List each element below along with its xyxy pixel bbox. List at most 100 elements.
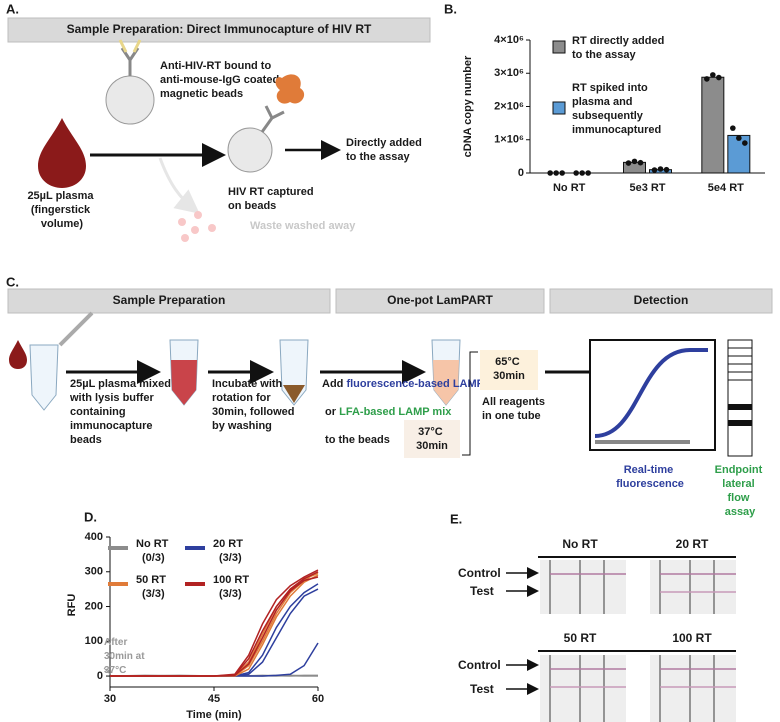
one-tube-text: All reagents in one tube [482, 396, 548, 422]
group-title: 100 RT [672, 631, 712, 645]
y-tick-label: 2×10⁶ [494, 100, 524, 112]
x-tick-label: No RT [553, 182, 586, 194]
legend-result: (3/3) [142, 588, 165, 600]
plasma-text: 25µL plasma (fingerstick volume) [27, 190, 96, 230]
header-bar [7, 288, 331, 314]
group-title: No RT [562, 537, 598, 551]
y-tick-label: 300 [85, 566, 103, 578]
tube-liquid [171, 360, 197, 405]
x-tick-label: 5e3 RT [629, 182, 665, 194]
step-text-part: to the beads [322, 434, 390, 446]
header: Sample Preparation [113, 293, 226, 307]
waste-arrow [158, 157, 200, 214]
legend-label: RT spiked into plasma and subsequently i… [572, 82, 661, 136]
panel-c: C. Sample Preparation One-pot LamPART De… [6, 274, 773, 518]
step-text-part: fluorescence-based LAMP mix [346, 378, 506, 390]
panel-a: A. Sample Preparation: Direct Immunocapt… [6, 1, 431, 242]
y-tick-label: 1×10⁶ [494, 134, 524, 146]
legend-label: RT directly added to the assay [572, 35, 667, 61]
panel-b: B. cDNA copy number 0 1×10⁶ 2×10⁶ 3×10⁶ 4×10⁶ N… [444, 1, 765, 194]
replicate-dot [704, 76, 710, 82]
x-tick-label: 30 [104, 693, 116, 705]
x-tick-label: 45 [208, 693, 220, 705]
panel-d: D. RFU Time (min) 0 100 200 300 400 30 45 60 No RT (… [66, 509, 324, 720]
control-label: Control [458, 566, 501, 580]
x-axis-label: Time (min) [186, 709, 242, 721]
header: Sample Preparation: Direct Immunocapture… [67, 22, 372, 36]
replicate-dot [553, 170, 559, 176]
replicate-dot [742, 140, 748, 146]
replicate-dot [663, 166, 670, 173]
strip-photo [540, 560, 626, 614]
strip-band [728, 404, 752, 410]
bead [105, 75, 155, 125]
replicate-dot [631, 158, 638, 165]
bar [701, 76, 725, 174]
antibody-text: Anti-HIV-RT bound to anti-mouse-IgG coat… [160, 60, 282, 100]
curve [594, 348, 708, 438]
panel-e: E. No RT 20 RT 50 RT 100 RT Control Test… [450, 511, 736, 722]
panel-label: B. [444, 1, 457, 16]
replicate-dot [710, 72, 716, 78]
blood-drop [9, 340, 27, 369]
panel-label: E. [450, 511, 462, 526]
temp-text: 65°C 30min [493, 356, 525, 382]
step-text-part: LFA-based LAMP mix [339, 406, 452, 418]
replicate-dot [736, 135, 742, 141]
test-label: Test [470, 682, 494, 696]
replicate-dot [585, 170, 591, 176]
replicate-dot [625, 160, 632, 166]
temp-box [480, 350, 538, 390]
run-line [110, 576, 319, 677]
temp-box [404, 420, 460, 458]
added-text: Directly added to the assay [346, 137, 425, 163]
legend-swatch [552, 40, 566, 54]
antibody [120, 47, 140, 76]
replicate-dot [579, 170, 585, 176]
control-label: Control [458, 658, 501, 672]
pipette [58, 311, 94, 347]
strip-photo [650, 560, 736, 614]
waste-dots [178, 211, 216, 242]
group-title: 20 RT [676, 537, 709, 551]
header-bar [7, 17, 431, 43]
endpoint-text: Endpoint lateral flow assay [715, 464, 766, 518]
step-text: Add fluorescence-based LAMP mix or LFA-b… [322, 378, 507, 446]
replicate-dot [657, 166, 664, 172]
legend-label: 100 RT [213, 574, 249, 586]
strip-lines [728, 347, 752, 381]
y-axis-label: cDNA copy number [462, 55, 474, 157]
tube-liquid [433, 360, 459, 405]
legend-result: (3/3) [219, 588, 242, 600]
test-label: Test [470, 584, 494, 598]
step-text: Incubate with rotation for 30min, follow… [212, 378, 298, 432]
panel-label: A. [6, 1, 19, 16]
group-title: 50 RT [564, 631, 597, 645]
y-tick-label: 200 [85, 600, 103, 612]
y-tick-label: 4×10⁶ [494, 34, 524, 46]
header: One-pot LamPART [387, 293, 493, 307]
realtime-text: Real-time fluorescence [616, 464, 684, 490]
header: Detection [634, 293, 689, 307]
step-text-part: Add [322, 378, 346, 390]
legend-result: (3/3) [219, 552, 242, 564]
annotation: After 30min at 37°C [104, 637, 147, 676]
replicate-dot [573, 170, 579, 176]
replicate-dot [730, 125, 736, 131]
annotation-pointer [103, 667, 111, 675]
panel-label: D. [84, 509, 97, 524]
replicate-dot [637, 159, 644, 166]
antibody [118, 39, 142, 53]
bead [227, 127, 273, 173]
antibody [260, 105, 285, 133]
step-text: 25µL plasma mixed with lysis buffer cont… [69, 378, 174, 446]
header-bar [549, 288, 773, 314]
temp-text: 37°C 30min [416, 426, 448, 452]
strip-band [728, 420, 752, 426]
replicate-dot [559, 170, 565, 176]
lfa-strip [727, 339, 753, 457]
blood-drop [38, 118, 86, 188]
y-tick-label: 0 [97, 670, 103, 682]
y-tick-label: 400 [85, 531, 103, 543]
legend-result: (0/3) [142, 552, 165, 564]
